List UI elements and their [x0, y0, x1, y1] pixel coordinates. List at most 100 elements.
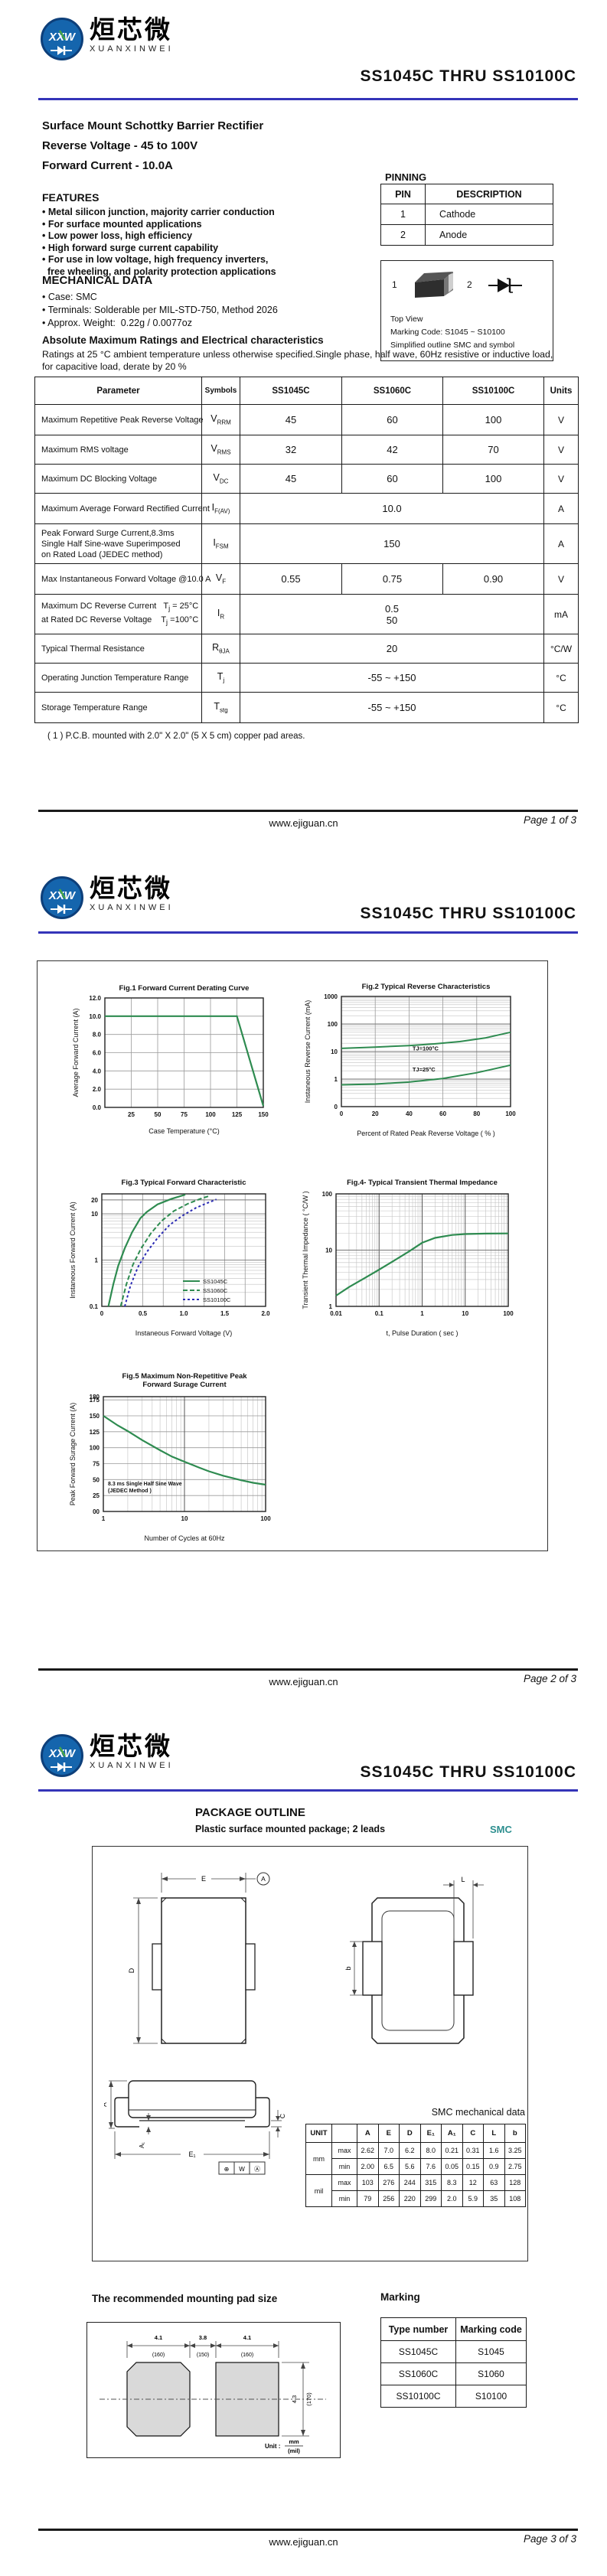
- package-top-view-drawing: E A D: [128, 1872, 270, 2044]
- svg-text:100: 100: [205, 1111, 216, 1118]
- fig2-reverse-characteristics-chart: 0 20 40 60 80 100 0 1 10 100 1000 Percent of Rated …: [302, 980, 520, 1144]
- svg-text:E₁: E₁: [188, 2150, 195, 2158]
- footer-divider: [38, 2529, 578, 2531]
- mounting-pad-box: 4.1 (160) 3.8 (150) 4.1 (160) 4.3 (170) …: [86, 2322, 341, 2458]
- page-indicator: Page 2 of 3: [523, 1673, 576, 1684]
- ratings-cell: VRRM: [201, 404, 240, 435]
- ratings-cell: V: [543, 404, 579, 435]
- svg-text:1: 1: [102, 1515, 106, 1522]
- page-2: XXW 烜芯微 XUANXINWEI SS1045C THRU SS10100C…: [0, 859, 607, 1717]
- svg-text:1: 1: [420, 1310, 424, 1317]
- ratings-cell: °C/W: [543, 634, 579, 664]
- page-3: XXW 烜芯微 XUANXINWEI SS1045C THRU SS10100C…: [0, 1717, 607, 2576]
- ratings-cell: 0.5 50: [240, 594, 544, 634]
- svg-text:0.5: 0.5: [139, 1310, 148, 1317]
- brand-logo: XXW 烜芯微 XUANXINWEI: [40, 1733, 174, 1778]
- brand-name-en: XUANXINWEI: [90, 902, 174, 912]
- mech-cell: 63: [483, 2174, 505, 2191]
- package-note-line: Simplified outline SMC and symbol: [390, 341, 515, 350]
- ratings-cell: SS10100C: [442, 377, 544, 405]
- svg-text:25: 25: [93, 1492, 100, 1499]
- ratings-cell: 100: [442, 464, 544, 494]
- svg-text:SS10100C: SS10100C: [203, 1296, 231, 1303]
- ratings-cell: Tj: [201, 663, 240, 693]
- svg-text:150: 150: [258, 1111, 269, 1118]
- mech-cell: D: [399, 2124, 421, 2143]
- pin1-label: 1: [392, 279, 397, 290]
- pinning-cell: 1: [380, 204, 426, 225]
- svg-text:1: 1: [335, 1076, 338, 1083]
- pinning-cell: Anode: [425, 224, 553, 246]
- ratings-cell: Storage Temperature Range: [34, 692, 202, 723]
- svg-text:1000: 1000: [324, 993, 338, 1000]
- svg-text:10: 10: [325, 1247, 332, 1254]
- ratings-cell: mA: [543, 594, 579, 634]
- mech-cell: 128: [504, 2174, 526, 2191]
- mech-cell: 0.05: [441, 2158, 463, 2175]
- feature-item: • For surface mounted applications: [42, 218, 202, 230]
- mech-cell: 0.31: [462, 2142, 484, 2159]
- marking-cell: SS1060C: [380, 2362, 456, 2385]
- description-line: Surface Mount Schottky Barrier Rectifier: [42, 119, 264, 132]
- mech-cell: 1.6: [483, 2142, 505, 2159]
- marking-title: Marking: [380, 2291, 420, 2303]
- ratings-cell: 10.0: [240, 493, 544, 524]
- fig3-svg: 0 0.5 1.0 1.5 2.0 0.1 1 10 20 Instaneous Forward …: [69, 1179, 270, 1337]
- svg-text:100: 100: [328, 1021, 338, 1028]
- svg-text:L: L: [461, 1876, 465, 1883]
- brand-name-en: XUANXINWEI: [90, 44, 174, 54]
- package-notes: Top View Marking Code: S1045 ~ S10100 Simp…: [390, 313, 514, 352]
- svg-text:6.0: 6.0: [93, 1050, 102, 1057]
- ratings-cell: Maximum Repetitive Peak Reverse Voltage: [34, 404, 204, 435]
- mech-cell: 79: [357, 2190, 379, 2207]
- svg-text:TJ=100°C: TJ=100°C: [413, 1045, 439, 1052]
- ratings-cell: 32: [240, 435, 342, 465]
- fig4-thermal-impedance-chart: 0.01 0.1 1 10 100 1 10 100 t, Pulse Duration ( s…: [299, 1176, 517, 1344]
- mech-cell: 3.25: [504, 2142, 526, 2159]
- ratings-cell: SS1060C: [341, 377, 443, 405]
- svg-text:150: 150: [90, 1413, 100, 1420]
- svg-text:100: 100: [322, 1191, 333, 1198]
- mech-cell: b: [504, 2124, 526, 2143]
- svg-text:A₁: A₁: [139, 2142, 145, 2148]
- svg-text:20: 20: [372, 1110, 379, 1117]
- svg-text:b: b: [345, 1966, 352, 1970]
- svg-text:1.5: 1.5: [220, 1310, 230, 1317]
- svg-text:TJ=25°C: TJ=25°C: [413, 1066, 436, 1073]
- feature-item: free wheeling, and polarity protection a…: [42, 266, 276, 277]
- ratings-cell: °C: [543, 692, 579, 723]
- mech-cell: 315: [419, 2174, 442, 2191]
- ratings-cell: Maximum Average Forward Rectified Curren…: [34, 493, 210, 524]
- svg-text:60: 60: [439, 1110, 446, 1117]
- svg-text:A: A: [104, 2102, 108, 2107]
- svg-text:Unit :: Unit :: [265, 2443, 280, 2450]
- feature-item: • Metal silicon junction, majority carri…: [42, 207, 275, 217]
- mech-cell: mm: [305, 2142, 332, 2175]
- svg-text:Forward Surage Current: Forward Surage Current: [142, 1381, 227, 1389]
- fig1-derating-curve-chart: 25 50 75 100 125 150 0.0 2.0 4.0 6.0 8.0 10.0 12.0 Ca…: [70, 981, 272, 1142]
- fig3-forward-characteristic-chart: 0 0.5 1.0 1.5 2.0 0.1 1 10 20 Instaneous Forward …: [67, 1176, 273, 1344]
- mech-cell: 244: [399, 2174, 421, 2191]
- footer-url: www.ejiguan.cn: [269, 817, 338, 829]
- mech-cell: A₁: [441, 2124, 463, 2143]
- pinning-cell: Cathode: [425, 204, 553, 225]
- mech-cell: 299: [419, 2190, 442, 2207]
- mech-cell: C: [462, 2124, 484, 2143]
- footer-url: www.ejiguan.cn: [269, 2536, 338, 2548]
- svg-text:XXW: XXW: [48, 889, 77, 902]
- svg-text:(150): (150): [197, 2353, 209, 2358]
- header-rule: [38, 931, 578, 934]
- svg-text:4.1: 4.1: [243, 2334, 251, 2341]
- svg-text:0: 0: [340, 1110, 344, 1117]
- logo-mark-icon: XXW: [41, 1734, 83, 1777]
- mech-cell: max: [331, 2142, 357, 2159]
- mech-cell: max: [331, 2174, 357, 2191]
- ratings-cell: Maximum RMS voltage: [34, 435, 202, 465]
- ratings-note-line: Ratings at 25 °C ambient temperature unl…: [42, 349, 553, 360]
- pinning-cell: 2: [380, 224, 426, 246]
- ratings-cell: Peak Forward Surge Current,8.3ms Single H…: [34, 523, 202, 564]
- description-line: Forward Current - 10.0A: [42, 159, 173, 172]
- ratings-cell: 100: [442, 404, 544, 435]
- svg-text:XXW: XXW: [48, 1747, 77, 1760]
